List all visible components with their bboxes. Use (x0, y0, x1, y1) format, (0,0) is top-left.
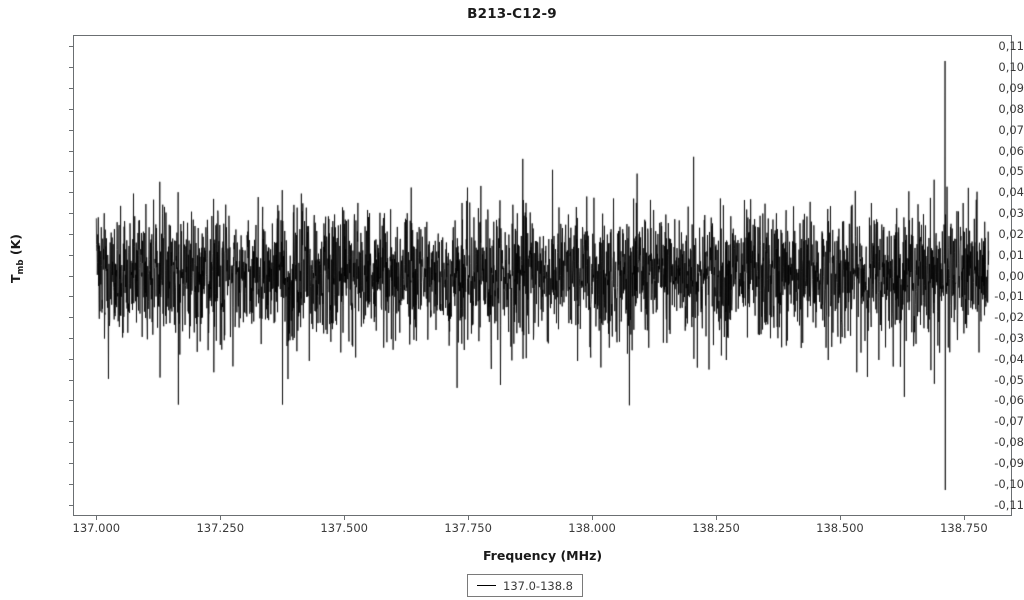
legend-line-swatch (477, 585, 496, 586)
y-tick-mark (69, 379, 73, 381)
y-axis-label-symbol: T (7, 273, 23, 283)
x-tick-label: 138.250 (692, 521, 740, 535)
y-tick-label: 0,07 (998, 122, 1024, 137)
y-tick-mark (69, 462, 73, 464)
y-tick-mark (69, 108, 73, 110)
y-tick-label: 0,11 (998, 39, 1024, 54)
y-axis-label-container: Tmb (K) (0, 0, 30, 516)
x-tick-label: 138.000 (568, 521, 616, 535)
y-tick-mark (69, 400, 73, 402)
y-tick-label: -0,10 (994, 476, 1024, 491)
y-tick-label: -0,06 (994, 393, 1024, 408)
y-tick-label: 0,01 (998, 247, 1024, 262)
x-tick-label: 137.000 (72, 521, 121, 535)
y-tick-mark (69, 192, 73, 194)
y-tick-mark (69, 317, 73, 319)
y-tick-label: -0,01 (994, 289, 1024, 304)
y-tick-label: -0,04 (994, 351, 1024, 366)
y-tick-label: 0,08 (998, 101, 1024, 116)
y-tick-label: -0,11 (994, 497, 1024, 512)
y-tick-label: -0,05 (994, 372, 1024, 387)
y-tick-mark (69, 337, 73, 339)
x-tick-mark (963, 516, 965, 520)
x-tick-mark (220, 516, 222, 520)
y-axis-label: Tmb (K) (7, 233, 26, 283)
x-tick-label: 137.250 (196, 521, 245, 535)
y-tick-mark (69, 254, 73, 256)
x-tick-mark (716, 516, 718, 520)
x-tick-mark (468, 516, 470, 520)
y-tick-label: 0,03 (998, 206, 1024, 221)
x-tick-mark (839, 516, 841, 520)
y-tick-label: 0,02 (998, 226, 1024, 241)
y-tick-label: 0,00 (998, 268, 1024, 283)
chart-title: B213-C12-9 (467, 6, 557, 22)
x-tick-label: 138.500 (816, 521, 864, 535)
y-tick-label: -0,07 (994, 414, 1024, 429)
legend-label: 137.0-138.8 (503, 578, 573, 593)
x-tick-mark (344, 516, 346, 520)
y-tick-label: 0,04 (998, 185, 1024, 200)
spectrum-trace (74, 36, 1011, 515)
y-tick-label: -0,09 (994, 455, 1024, 470)
plot-area (73, 35, 1012, 516)
y-axis-label-unit: (K) (7, 233, 23, 259)
y-axis-label-subscript: mb (15, 258, 26, 274)
x-tick-label: 138.750 (940, 521, 988, 535)
y-tick-mark (69, 213, 73, 215)
y-tick-mark (69, 233, 73, 235)
y-tick-mark (69, 421, 73, 423)
y-tick-mark (69, 483, 73, 485)
y-tick-label: -0,08 (994, 435, 1024, 450)
y-tick-mark (69, 504, 73, 506)
y-tick-mark (69, 67, 73, 69)
y-tick-mark (69, 275, 73, 277)
x-tick-mark (592, 516, 594, 520)
y-tick-label: 0,09 (998, 81, 1024, 96)
y-tick-label: -0,03 (994, 330, 1024, 345)
x-tick-mark (96, 516, 98, 520)
y-tick-label: 0,10 (998, 60, 1024, 75)
y-tick-label: 0,05 (998, 164, 1024, 179)
y-tick-mark (69, 150, 73, 152)
legend[interactable]: 137.0-138.8 (467, 574, 583, 597)
y-tick-mark (69, 129, 73, 131)
x-tick-label: 137.750 (444, 521, 492, 535)
x-axis-label: Frequency (MHz) (482, 548, 603, 563)
y-tick-label: -0,02 (994, 310, 1024, 325)
y-tick-mark (69, 296, 73, 298)
y-tick-mark (69, 171, 73, 173)
y-tick-label: 0,06 (998, 143, 1024, 158)
y-tick-mark (69, 442, 73, 444)
y-tick-mark (69, 88, 73, 90)
x-tick-label: 137.500 (320, 521, 368, 535)
y-tick-mark (69, 46, 73, 48)
y-tick-mark (69, 358, 73, 360)
